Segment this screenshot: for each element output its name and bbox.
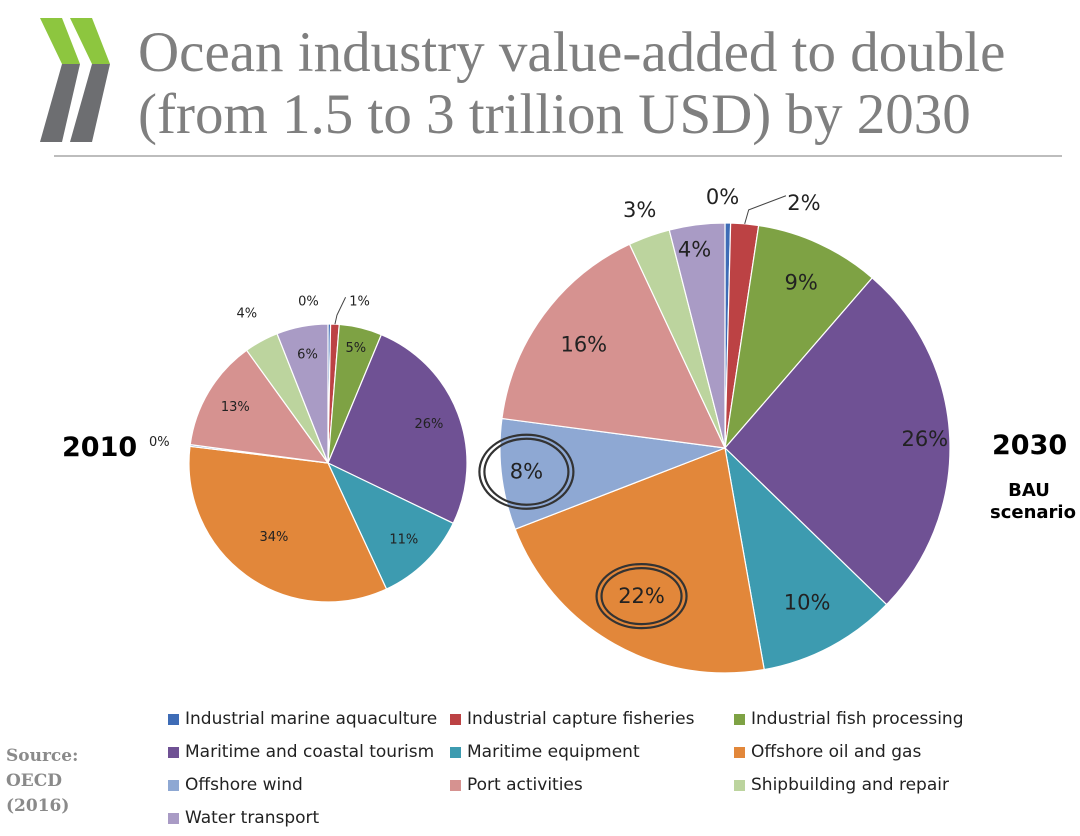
chevron-dark-left: [40, 64, 80, 142]
data-label-2010-maritime-and-coastal-tourism: 26%: [414, 417, 443, 432]
legend-label: Industrial marine aquaculture: [185, 709, 438, 729]
legend-item-industrial-capture-fisheries: Industrial capture fisheries: [450, 706, 694, 732]
legend-item-water-transport: Water transport: [168, 805, 319, 831]
legend-swatch-offshore-wind: [168, 779, 179, 791]
legend-item-industrial-marine-aquaculture: Industrial marine aquaculture: [168, 706, 437, 732]
legend-item-maritime-and-coastal-tourism: Maritime and coastal tourism: [168, 739, 434, 765]
pie-chart-2030: 0% 2% 9% 26% 10% 22% 8% 16% 3% 4%: [478, 185, 951, 674]
pie-chart-2010: 0% 1% 5% 26% 11% 34% 0% 13% 4% 6%: [149, 294, 468, 603]
legend-item-industrial-fish-processing: Industrial fish processing: [734, 706, 964, 732]
legend-swatch-maritime-equipment: [450, 746, 461, 758]
slice-2010-maritime-equipment: [326, 461, 455, 590]
scenario-line-2: scenario: [990, 502, 1076, 523]
legend-label: Maritime equipment: [467, 742, 640, 762]
legend-item-offshore-wind: Offshore wind: [168, 772, 303, 798]
highlight-ring-2030-offshore-oil-and-gas-1: [600, 567, 683, 626]
legend-swatch-port-activities: [450, 779, 461, 791]
chevron-light-left: [40, 18, 80, 64]
highlight-ring-2030-offshore-wind-2: [478, 433, 575, 510]
chevron-dark-right: [70, 64, 110, 142]
highlight-ring-2030-offshore-wind-1: [483, 437, 570, 506]
page-title: Ocean industry value-added to double (fr…: [138, 22, 1068, 146]
legend-label: Shipbuilding and repair: [751, 775, 949, 795]
slice-2030-maritime-equipment: [724, 446, 888, 671]
highlight-ring-2030-offshore-oil-and-gas-2: [595, 563, 688, 630]
data-label-2010-offshore-oil-and-gas: 34%: [259, 530, 288, 545]
slice-2030-water-transport: [668, 222, 726, 449]
slice-2030-port-activities: [501, 243, 727, 449]
legend-label: Offshore wind: [185, 775, 303, 795]
data-label-2010-port-activities: 13%: [221, 400, 250, 415]
legend-swatch-maritime-and-coastal-tourism: [168, 746, 179, 758]
scenario-text: BAU scenario: [990, 480, 1076, 524]
legend-label: Offshore oil and gas: [751, 742, 922, 762]
leader-line-2010-industrial-capture-fisheries: [334, 297, 347, 325]
data-label-2030-maritime-and-coastal-tourism: 26%: [901, 427, 948, 451]
legend-label: Industrial capture fisheries: [467, 709, 695, 729]
legend-label: Industrial fish processing: [751, 709, 964, 729]
slice-2030-offshore-oil-and-gas: [514, 447, 765, 674]
source-org: OECD: [6, 771, 63, 791]
data-label-2010-industrial-fish-processing: 5%: [345, 341, 366, 356]
legend-item-maritime-equipment: Maritime equipment: [450, 739, 640, 765]
legend-label: Water transport: [185, 808, 320, 828]
data-label-2010-water-transport: 6%: [297, 347, 318, 362]
data-label-2030-water-transport: 4%: [678, 238, 711, 262]
data-label-2010-industrial-marine-aquaculture: 0%: [298, 294, 319, 309]
source-label: Source:: [6, 746, 79, 766]
slice-2010-maritime-and-coastal-tourism: [327, 333, 468, 525]
slice-2010-water-transport: [276, 323, 329, 464]
legend-label: Maritime and coastal tourism: [185, 742, 435, 762]
legend-item-port-activities: Port activities: [450, 772, 583, 798]
legend-label: Port activities: [467, 775, 583, 795]
leader-line-2030-industrial-capture-fisheries: [744, 195, 787, 225]
data-label-2030-offshore-oil-and-gas: 22%: [618, 584, 665, 608]
chevron-light-right: [70, 18, 110, 64]
legend-swatch-water-transport: [168, 812, 179, 824]
title-line-2: (from 1.5 to 3 trillion USD) by 2030: [138, 83, 971, 146]
title-divider: [54, 155, 1062, 157]
legend-swatch-industrial-capture-fisheries: [450, 713, 461, 725]
legend-swatch-industrial-fish-processing: [734, 713, 745, 725]
legend-item-offshore-oil-and-gas: Offshore oil and gas: [734, 739, 921, 765]
data-label-2030-industrial-marine-aquaculture: 0%: [706, 185, 739, 209]
legend-swatch-offshore-oil-and-gas: [734, 746, 745, 758]
legend-swatch-shipbuilding-and-repair: [734, 779, 745, 791]
slice-2010-port-activities: [189, 349, 330, 464]
data-label-2030-shipbuilding-and-repair: 3%: [623, 198, 656, 222]
pie-charts: 0% 1% 5% 26% 11% 34% 0% 13% 4% 6% 0% 2% 9% 26% 10% 22%…: [149, 185, 951, 674]
year-label-2010: 2010: [62, 432, 138, 463]
data-label-2010-offshore-wind: 0%: [149, 435, 170, 450]
title-line-1: Ocean industry value-added to double: [138, 21, 1006, 84]
data-label-2030-offshore-wind: 8%: [510, 460, 543, 484]
legend: Industrial marine aquaculture Industrial …: [168, 706, 1048, 834]
data-label-2010-shipbuilding-and-repair: 4%: [237, 306, 258, 321]
scenario-line-1: BAU: [1008, 480, 1050, 501]
data-label-2010-maritime-equipment: 11%: [389, 532, 418, 547]
slice-2030-maritime-and-coastal-tourism: [724, 277, 951, 606]
legend-swatch-industrial-marine-aquaculture: [168, 713, 179, 725]
slice-2010-offshore-oil-and-gas: [188, 445, 388, 603]
data-label-2030-industrial-fish-processing: 9%: [785, 271, 818, 295]
data-label-2030-industrial-capture-fisheries: 2%: [787, 191, 820, 215]
data-label-2030-maritime-equipment: 10%: [784, 591, 831, 615]
chevron-logo-icon: [40, 18, 110, 142]
source-citation: Source: OECD (2016): [6, 744, 78, 819]
data-label-2030-port-activities: 16%: [560, 333, 607, 357]
scenario-label-2030: BAU scenario: [990, 480, 1076, 524]
slice-2030-industrial-fish-processing: [724, 224, 874, 450]
legend-item-shipbuilding-and-repair: Shipbuilding and repair: [734, 772, 949, 798]
data-label-2010-industrial-capture-fisheries: 1%: [349, 294, 370, 309]
year-label-2030: 2030: [992, 430, 1068, 461]
source-year: (2016): [6, 796, 70, 816]
